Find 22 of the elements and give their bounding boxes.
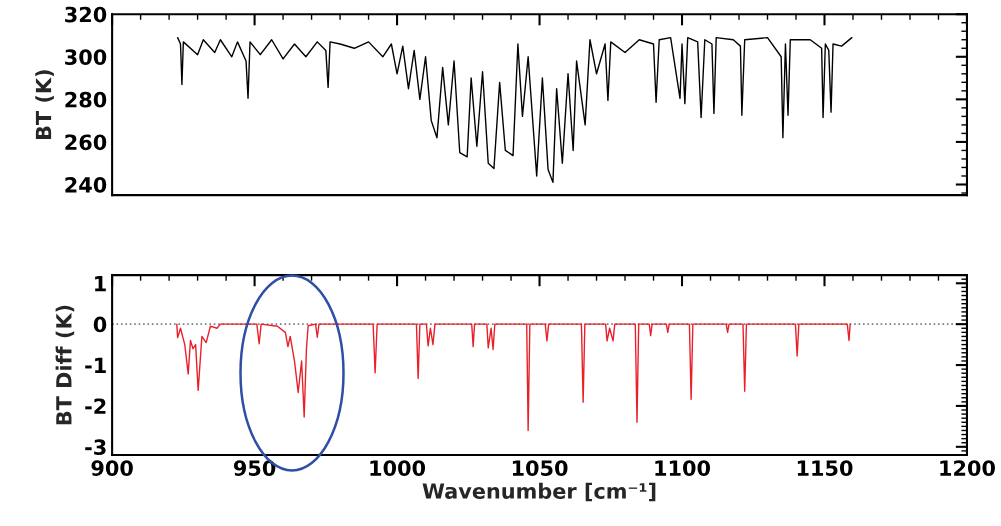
y-tick-label: 320	[65, 6, 107, 23]
x-axis-title: Wavenumber [cm⁻¹]	[422, 482, 656, 502]
x-tick-label: 1100	[655, 460, 711, 476]
line-series	[176, 323, 851, 432]
x-tick-label: 1000	[370, 460, 426, 476]
y-tick-label: 240	[65, 176, 107, 193]
y-tick-label: -2	[85, 398, 106, 414]
y-axis-title: BT (K)	[35, 70, 54, 140]
y-tick-label: 0	[93, 316, 107, 333]
y-tick-label: -1	[85, 357, 106, 373]
y-tick-label: -3	[85, 439, 106, 456]
x-tick-label: 900	[91, 460, 133, 476]
line-series	[176, 36, 853, 184]
x-tick-label: 1050	[512, 460, 568, 476]
x-tick-label: 1200	[940, 460, 995, 476]
x-tick-label: 950	[233, 460, 276, 476]
y-tick-label: 280	[65, 91, 107, 108]
x-tick-label: 1150	[797, 460, 853, 476]
y-tick-label: 1	[95, 276, 106, 292]
y-axis-title: BT Diff (K)	[55, 305, 75, 425]
y-tick-label: 260	[65, 134, 107, 151]
y-tick-label: 300	[65, 49, 107, 65]
